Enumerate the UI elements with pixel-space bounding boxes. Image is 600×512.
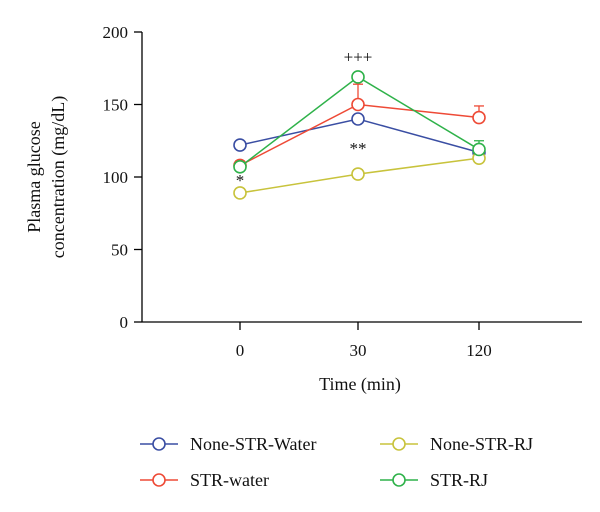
legend-label: STR-RJ [430,470,488,490]
legend-marker [152,437,166,451]
legend-label: None-STR-Water [190,434,317,454]
legend-item: STR-water [140,470,269,490]
x-axis-title: Time (min) [319,374,401,395]
data-point [472,110,486,125]
data-point [472,142,486,157]
data-point [233,160,247,174]
annotation-group: +++*** [236,48,373,190]
series-group [233,70,486,200]
x-axis-group: 0 30 120 Time (min) [142,321,582,395]
y-tick-label: 0 [120,313,129,332]
significance-marker: ** [350,139,367,158]
data-point [233,138,247,152]
y-axis-group: 0 50 100 150 200 Plasma glucose concentration … [24,23,143,332]
legend-item: None-STR-RJ [380,434,533,454]
y-tick-label: 100 [103,168,129,187]
data-point [351,167,365,181]
legend-item: None-STR-Water [140,434,317,454]
y-axis-title-line: Plasma glucose [24,121,44,232]
legend-marker [392,437,406,451]
significance-marker: * [236,171,245,190]
legend-label: None-STR-RJ [430,434,533,454]
legend-label: STR-water [190,470,269,490]
series-none-str-rj [233,151,486,200]
y-axis-title-line: concentration (mg/dL) [48,96,69,258]
series-str-rj [233,70,486,174]
x-tick-label: 0 [236,341,245,360]
x-tick-label: 30 [350,341,367,360]
y-tick-label: 150 [103,96,129,115]
series-str-water [233,83,486,173]
data-point [351,112,365,126]
y-tick-label: 50 [111,241,128,260]
data-point [233,186,247,200]
significance-marker: +++ [344,48,373,67]
x-tick-label: 120 [466,341,492,360]
y-tick-label: 200 [103,23,129,42]
data-point [351,97,365,112]
legend-group: None-STR-Water STR-water None-STR-RJ STR-RJ [140,434,533,490]
legend-marker [392,473,406,487]
legend-marker [152,473,166,487]
legend-item: STR-RJ [380,470,488,490]
data-point [351,70,365,84]
